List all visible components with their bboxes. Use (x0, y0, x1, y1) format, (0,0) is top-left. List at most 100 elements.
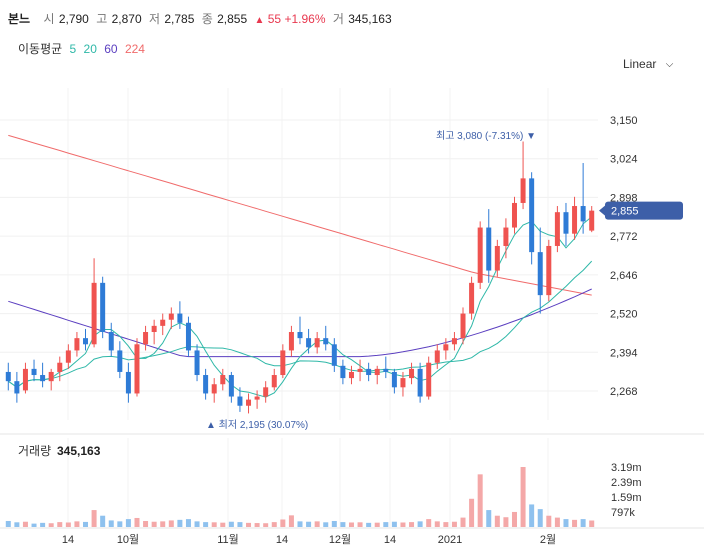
volume-bar (117, 521, 123, 527)
volume-bar (460, 517, 466, 527)
candle-body (280, 350, 286, 376)
candle-body (340, 365, 346, 379)
x-axis-label: 14 (276, 534, 288, 546)
candle-body (426, 362, 432, 397)
volume-bar (83, 521, 89, 527)
volume-panel-value: 345,163 (57, 444, 101, 458)
price-axis-label: 3,024 (610, 154, 638, 166)
low-label: 저 (148, 12, 161, 26)
volume-bar (409, 522, 415, 527)
change-percent: +1.96% (284, 12, 326, 26)
current-price-label: 2,855 (611, 206, 639, 218)
candle-body (254, 396, 260, 400)
high-value: 2,870 (111, 12, 142, 26)
candle-body (65, 350, 71, 363)
axes: 3,150 3,024 2,898 2,772 2,646 2,520 2,394 2,268… (62, 115, 642, 546)
open-label: 시 (43, 12, 55, 26)
volume-bar (503, 517, 509, 527)
volume-bar (271, 522, 277, 527)
price-axis-label: 2,520 (610, 309, 638, 321)
volume-bar (254, 523, 260, 527)
ma-legend-224: 224 (124, 42, 145, 56)
candle-body (134, 344, 140, 394)
ma20-line (8, 260, 593, 388)
ma-legend-60: 60 (104, 42, 118, 56)
candle-body (520, 178, 526, 203)
high-annotation: 최고 3,080 (-7.31%) ▼ (436, 130, 536, 142)
volume-bar (331, 520, 337, 527)
candle-body (160, 319, 166, 326)
current-price-pointer (599, 205, 605, 216)
candle-body (288, 332, 294, 351)
moving-average-legend[interactable]: 이동평균 5 20 60 224 (18, 40, 149, 57)
volume-bar (134, 517, 140, 527)
grid (0, 88, 704, 529)
candle-body (297, 332, 303, 339)
volume-bar (520, 467, 526, 527)
volume-bar (348, 522, 354, 527)
volume-bar (306, 521, 312, 527)
volume-bar (125, 519, 131, 527)
candle-body (537, 252, 543, 296)
candle-body (151, 325, 157, 333)
change-arrow-icon: ▲ (254, 15, 265, 26)
candle-body (434, 350, 440, 363)
annotations: 최고 3,080 (-7.31%) ▼ ▲ 최저 2,195 (30.07%) 2,… (18, 130, 683, 458)
volume-axis-label: 2.39m (611, 477, 642, 489)
volume-bar (237, 522, 243, 527)
candle-body (177, 313, 183, 323)
candle-body (40, 375, 46, 382)
volume-bar (511, 511, 517, 527)
candle-body (57, 362, 63, 372)
ma-legend-5: 5 (69, 42, 77, 56)
volume-bar (220, 522, 226, 527)
volume-axis-label: 797k (611, 507, 635, 519)
price-axis-label: 2,898 (610, 192, 638, 204)
candle-body (185, 322, 191, 351)
x-axis-label: 2월 (540, 533, 556, 546)
candle-body (511, 202, 517, 228)
candle-body (348, 371, 354, 379)
volume-bar (177, 519, 183, 527)
x-axis-label: 2021 (438, 534, 462, 546)
candle-body (451, 338, 457, 345)
price-axis-label: 2,394 (610, 347, 638, 359)
volume-bar (108, 520, 114, 527)
volume-panel-label: 거래량 (18, 444, 51, 458)
x-axis-label: 11월 (217, 533, 239, 546)
candle-body (22, 368, 28, 391)
candle-body (460, 313, 466, 339)
candle-body (74, 338, 80, 351)
candle-body (417, 368, 423, 397)
candle-body (220, 375, 226, 385)
candle-body (589, 210, 595, 231)
candle-body (143, 332, 149, 345)
volume-bar (572, 519, 578, 527)
candle-body (477, 227, 483, 283)
price-axis-label: 2,772 (610, 231, 638, 243)
volume-bar (546, 515, 552, 527)
candle-body (314, 338, 320, 348)
candle-body (374, 368, 380, 376)
candle-body (529, 178, 535, 253)
volume-bar (31, 523, 37, 527)
volume-bar (14, 522, 20, 527)
volume-bar (100, 515, 106, 527)
volume-bar (589, 520, 595, 527)
volume-bar (383, 522, 389, 527)
volume-bar (563, 519, 569, 527)
volume-label: 거 (332, 12, 344, 26)
candle-body (168, 313, 174, 320)
volume-bar (297, 521, 303, 527)
scale-label: Linear (623, 57, 657, 71)
candle-body (486, 227, 492, 271)
scale-dropdown[interactable]: Linear ⌵ (623, 57, 673, 71)
low-value: 2,785 (164, 12, 195, 26)
volume-bar (580, 519, 586, 527)
volume-bar (263, 523, 269, 527)
volume-bar (529, 504, 535, 527)
candle-body (391, 371, 397, 388)
price-axis-label: 3,150 (610, 115, 638, 127)
volume-bar (494, 515, 500, 527)
